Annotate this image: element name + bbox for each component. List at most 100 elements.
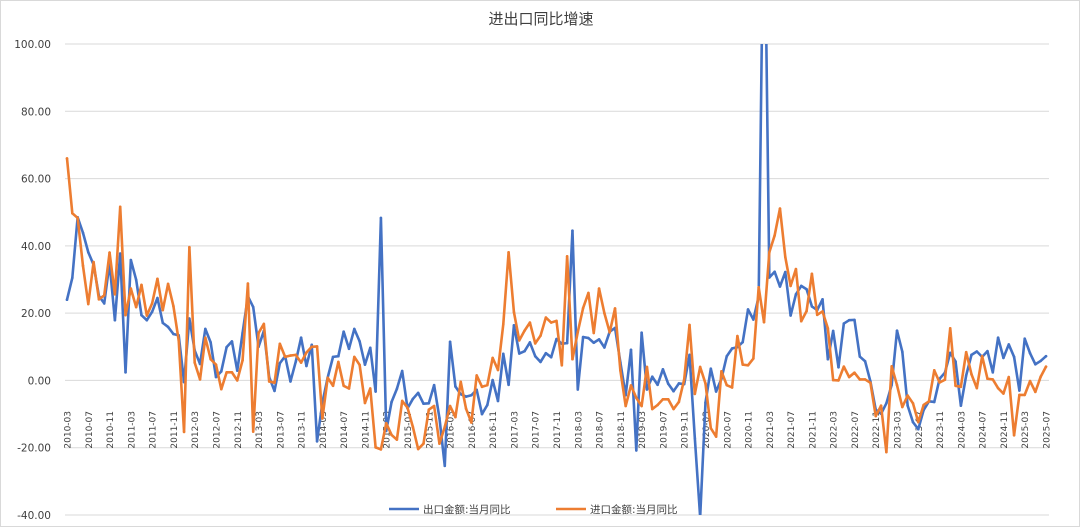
data-point bbox=[76, 216, 79, 220]
data-point bbox=[358, 363, 361, 367]
legend-label: 出口金额:当月同比 bbox=[423, 503, 511, 516]
x-axis-ticks: 2010-03 2010-07 2010-11 2011-03 2011-07 2011-… bbox=[64, 411, 1053, 449]
data-point bbox=[677, 400, 681, 404]
data-point bbox=[672, 389, 675, 393]
data-point bbox=[321, 417, 324, 420]
data-point bbox=[608, 331, 612, 334]
data-point bbox=[97, 298, 101, 301]
data-point bbox=[587, 336, 590, 340]
data-point bbox=[273, 389, 276, 393]
data-point bbox=[427, 408, 431, 412]
data-point bbox=[374, 390, 377, 393]
data-point bbox=[778, 207, 782, 210]
data-point bbox=[895, 329, 899, 332]
y-axis-ticks: 100.00 80.00 60.00 40.00 20.00 0.00 -20.00 -40.… bbox=[14, 39, 51, 522]
data-point bbox=[831, 378, 835, 382]
data-point bbox=[1039, 359, 1042, 363]
data-point bbox=[986, 377, 989, 381]
data-point bbox=[927, 399, 931, 403]
data-point bbox=[438, 442, 441, 445]
data-point bbox=[432, 383, 436, 387]
data-point bbox=[959, 404, 963, 407]
x-tick-label: 2019-07 bbox=[659, 411, 669, 449]
data-point bbox=[1023, 337, 1027, 341]
x-tick-label: 2015-11 bbox=[425, 411, 435, 449]
data-point bbox=[129, 258, 133, 262]
data-point bbox=[1002, 392, 1005, 395]
data-point bbox=[964, 374, 968, 377]
data-point bbox=[581, 335, 585, 339]
data-point bbox=[661, 397, 665, 401]
data-point bbox=[539, 360, 542, 364]
data-point bbox=[943, 378, 947, 382]
data-point bbox=[523, 349, 526, 353]
data-point bbox=[150, 310, 154, 314]
data-point bbox=[576, 330, 580, 334]
data-point bbox=[86, 250, 90, 254]
data-point bbox=[331, 384, 335, 388]
data-point bbox=[645, 388, 649, 391]
data-point bbox=[640, 331, 643, 334]
data-point bbox=[289, 380, 292, 383]
data-point bbox=[172, 304, 175, 308]
x-tick-label: 2014-07 bbox=[340, 411, 350, 449]
data-point bbox=[235, 369, 239, 372]
data-point bbox=[108, 251, 111, 254]
data-point bbox=[283, 355, 287, 359]
x-tick-label: 2011-07 bbox=[149, 411, 159, 449]
data-point bbox=[353, 327, 356, 331]
x-tick-label: 2017-03 bbox=[510, 411, 520, 449]
data-point bbox=[134, 278, 138, 282]
data-point bbox=[140, 283, 143, 287]
x-tick-label: 2016-11 bbox=[489, 411, 499, 449]
data-point bbox=[86, 302, 90, 306]
data-point bbox=[65, 298, 69, 301]
data-point bbox=[821, 310, 824, 313]
data-point bbox=[1028, 379, 1032, 383]
data-point bbox=[901, 405, 904, 409]
data-point bbox=[491, 356, 494, 360]
data-point bbox=[613, 307, 617, 310]
data-point bbox=[299, 361, 303, 364]
y-tick-label: -40.00 bbox=[17, 510, 51, 522]
data-point bbox=[491, 378, 494, 382]
data-point bbox=[209, 341, 212, 344]
x-tick-label: 2023-07 bbox=[915, 411, 925, 449]
data-point bbox=[368, 346, 372, 350]
data-point bbox=[725, 354, 729, 358]
data-point bbox=[299, 336, 303, 340]
data-point bbox=[1028, 351, 1032, 355]
data-point bbox=[193, 361, 196, 364]
data-point bbox=[1039, 375, 1042, 379]
data-point bbox=[672, 407, 675, 411]
data-point bbox=[858, 355, 862, 358]
data-point bbox=[512, 323, 516, 327]
data-point bbox=[970, 373, 973, 376]
data-point bbox=[209, 357, 212, 361]
data-point bbox=[363, 401, 367, 405]
x-tick-label: 2014-11 bbox=[361, 411, 371, 449]
data-point bbox=[390, 433, 393, 437]
data-point bbox=[603, 346, 606, 349]
data-point bbox=[821, 298, 824, 301]
data-point bbox=[571, 357, 574, 361]
data-point bbox=[917, 427, 920, 431]
data-point bbox=[869, 381, 872, 385]
data-point bbox=[1007, 343, 1011, 346]
data-point bbox=[1018, 389, 1021, 392]
gridlines bbox=[65, 43, 1049, 516]
data-point bbox=[501, 352, 505, 356]
data-point bbox=[549, 355, 553, 359]
y-tick-label: 80.00 bbox=[21, 106, 51, 118]
data-point bbox=[698, 365, 702, 369]
data-point bbox=[204, 336, 207, 340]
data-point bbox=[794, 267, 798, 271]
data-point bbox=[778, 285, 782, 288]
data-point bbox=[517, 352, 521, 355]
data-point bbox=[533, 342, 537, 345]
data-point bbox=[315, 440, 319, 443]
data-point bbox=[353, 355, 356, 359]
data-point bbox=[874, 414, 878, 418]
data-point bbox=[347, 347, 351, 351]
x-tick-label: 2021-11 bbox=[808, 411, 818, 449]
